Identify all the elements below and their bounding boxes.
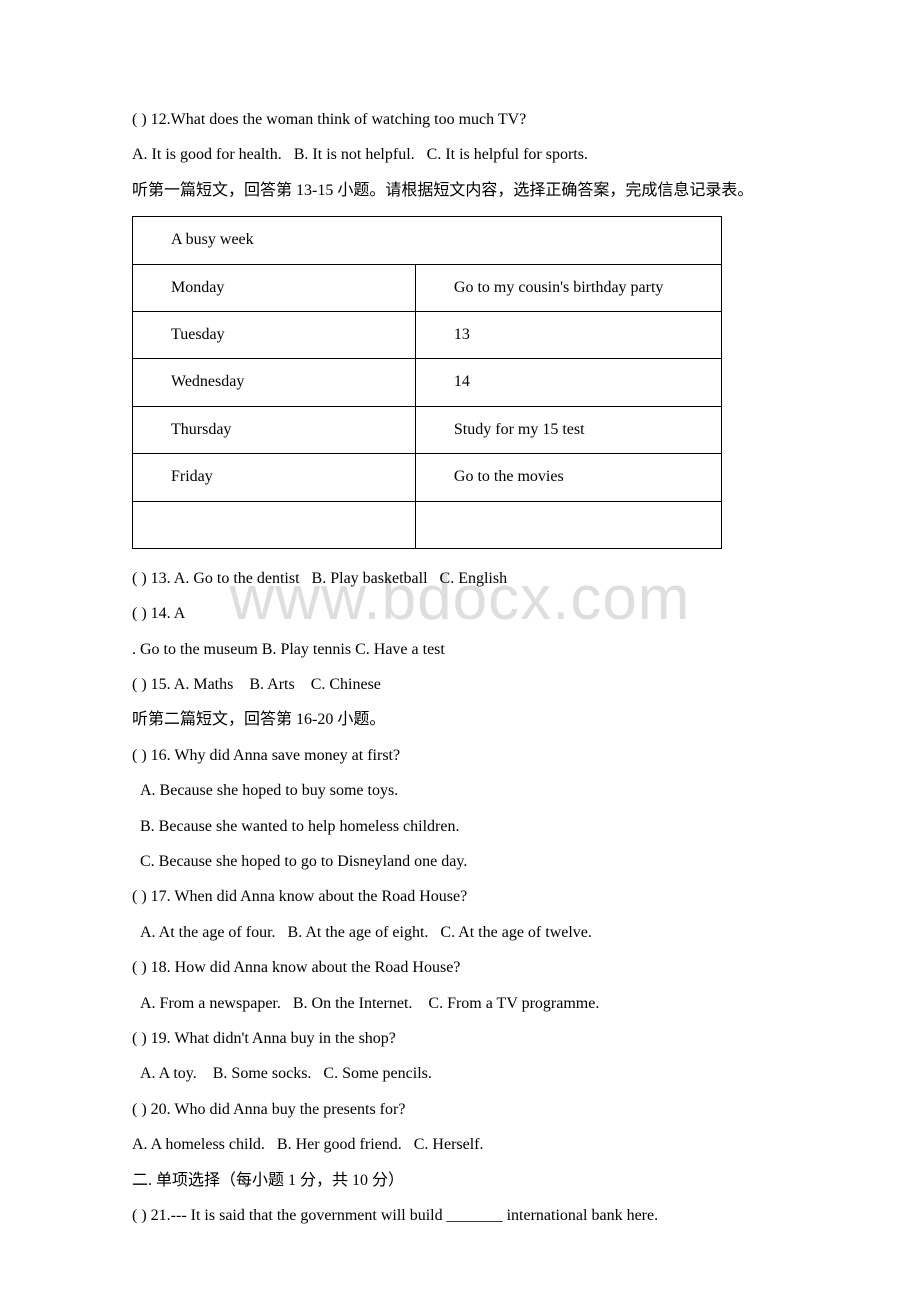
q18-options: A. From a newspaper. B. On the Internet.…	[100, 989, 820, 1019]
table-row: Thursday Study for my 15 test	[133, 406, 722, 453]
q21-text: ( ) 21.--- It is said that the governmen…	[100, 1201, 820, 1231]
q16-optA: A. Because she hoped to buy some toys.	[100, 776, 820, 806]
table-row: A busy week	[133, 217, 722, 264]
table-row: Wednesday 14	[133, 359, 722, 406]
q20-options: A. A homeless child. B. Her good friend.…	[100, 1130, 820, 1160]
q17-options: A. At the age of four. B. At the age of …	[100, 918, 820, 948]
q19-options: A. A toy. B. Some socks. C. Some pencils…	[100, 1059, 820, 1089]
table-header-cell: A busy week	[133, 217, 722, 264]
table-cell-activity: Go to my cousin's birthday party	[415, 264, 721, 311]
q13-options: ( ) 13. A. Go to the dentist B. Play bas…	[100, 564, 820, 594]
table-cell-empty	[133, 501, 416, 548]
table-row: Tuesday 13	[133, 311, 722, 358]
table-row	[133, 501, 722, 548]
table-row: Monday Go to my cousin's birthday party	[133, 264, 722, 311]
q19-question: ( ) 19. What didn't Anna buy in the shop…	[100, 1024, 820, 1054]
table-cell-day: Friday	[133, 454, 416, 501]
q17-question: ( ) 17. When did Anna know about the Roa…	[100, 882, 820, 912]
table-cell-day: Monday	[133, 264, 416, 311]
table-cell-day: Thursday	[133, 406, 416, 453]
table-cell-activity: 14	[415, 359, 721, 406]
q20-question: ( ) 20. Who did Anna buy the presents fo…	[100, 1095, 820, 1125]
table-cell-activity: 13	[415, 311, 721, 358]
table-cell-day: Wednesday	[133, 359, 416, 406]
q15-options: ( ) 15. A. Maths B. Arts C. Chinese	[100, 670, 820, 700]
passage2-instruction: 听第二篇短文，回答第 16-20 小题。	[100, 705, 820, 735]
q12-question: ( ) 12.What does the woman think of watc…	[100, 105, 820, 135]
table-cell-empty	[415, 501, 721, 548]
q16-optB: B. Because she wanted to help homeless c…	[100, 812, 820, 842]
q16-question: ( ) 16. Why did Anna save money at first…	[100, 741, 820, 771]
q18-question: ( ) 18. How did Anna know about the Road…	[100, 953, 820, 983]
q14-line1: ( ) 14. A	[100, 599, 820, 629]
q16-optC: C. Because she hoped to go to Disneyland…	[100, 847, 820, 877]
busy-week-table: A busy week Monday Go to my cousin's bir…	[132, 216, 722, 549]
section2-title: 二. 单项选择（每小题 1 分，共 10 分）	[100, 1166, 820, 1196]
table-cell-day: Tuesday	[133, 311, 416, 358]
passage1-instruction: 听第一篇短文，回答第 13-15 小题。请根据短文内容，选择正确答案，完成信息记…	[100, 176, 820, 206]
table-cell-activity: Study for my 15 test	[415, 406, 721, 453]
q12-options: A. It is good for health. B. It is not h…	[100, 140, 820, 170]
table-row: Friday Go to the movies	[133, 454, 722, 501]
q14-line2: . Go to the museum B. Play tennis C. Hav…	[100, 635, 820, 665]
table-cell-activity: Go to the movies	[415, 454, 721, 501]
